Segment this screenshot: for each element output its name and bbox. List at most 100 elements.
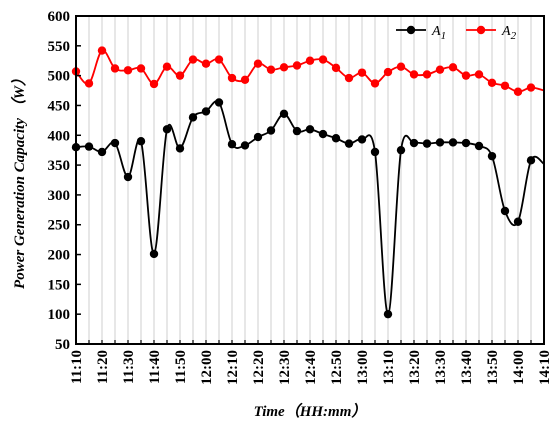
data-point bbox=[149, 249, 159, 259]
data-point bbox=[292, 126, 302, 136]
data-point bbox=[136, 64, 146, 73]
data-point bbox=[422, 70, 432, 79]
x-tick-label: 11:30 bbox=[121, 350, 137, 384]
data-point bbox=[396, 62, 406, 71]
x-tick-label: 14:00 bbox=[511, 350, 527, 385]
x-axis-ticks: 11:10 11:20 11:30 11:40 11:50 12:00 12:10 12:20… bbox=[69, 340, 550, 385]
data-point bbox=[240, 141, 250, 150]
x-tick-label: 13:30 bbox=[433, 350, 449, 385]
data-point bbox=[292, 61, 302, 70]
data-point bbox=[175, 144, 185, 153]
x-tick-label: 14:10 bbox=[537, 350, 550, 385]
y-tick-label: 100 bbox=[48, 307, 71, 323]
legend-label: A1 bbox=[431, 24, 446, 42]
data-point bbox=[227, 73, 237, 83]
x-tick-label: 13:20 bbox=[407, 350, 423, 385]
data-point bbox=[214, 55, 224, 64]
data-point bbox=[227, 140, 237, 149]
data-point bbox=[279, 109, 289, 119]
x-tick-label: 12:10 bbox=[225, 350, 241, 385]
data-point bbox=[344, 73, 354, 83]
x-tick-label: 11:10 bbox=[69, 350, 85, 384]
data-point bbox=[500, 206, 510, 216]
data-point bbox=[383, 309, 393, 319]
legend-marker bbox=[406, 25, 416, 35]
data-point bbox=[396, 145, 406, 155]
data-point bbox=[318, 129, 328, 139]
x-tick-label: 11:40 bbox=[147, 350, 163, 384]
data-point bbox=[331, 63, 341, 73]
data-point bbox=[331, 134, 341, 143]
data-point bbox=[110, 64, 120, 73]
data-point bbox=[357, 68, 367, 77]
data-point bbox=[123, 172, 133, 182]
y-tick-label: 150 bbox=[48, 277, 71, 293]
x-tick-label: 13:00 bbox=[355, 350, 371, 385]
data-point bbox=[513, 87, 523, 96]
data-point bbox=[279, 63, 289, 72]
data-point bbox=[240, 75, 250, 85]
data-point bbox=[357, 135, 367, 144]
x-tick-label: 13:50 bbox=[485, 350, 501, 385]
y-tick-label: 500 bbox=[48, 69, 71, 85]
data-point bbox=[435, 65, 445, 74]
data-point bbox=[461, 138, 471, 148]
data-point bbox=[461, 71, 471, 80]
data-point bbox=[383, 67, 393, 77]
data-point bbox=[136, 137, 146, 146]
data-point bbox=[487, 78, 497, 87]
legend-marker bbox=[476, 25, 486, 35]
y-tick-label: 450 bbox=[48, 98, 71, 114]
data-point bbox=[266, 126, 276, 135]
data-point bbox=[409, 138, 419, 148]
data-point bbox=[201, 107, 211, 116]
series-2 bbox=[71, 46, 545, 96]
data-point bbox=[409, 70, 419, 79]
data-point bbox=[188, 55, 198, 64]
y-tick-label: 350 bbox=[48, 158, 71, 174]
data-point bbox=[97, 46, 107, 55]
y-tick-label: 50 bbox=[55, 337, 70, 353]
x-tick-label: 12:30 bbox=[277, 350, 293, 385]
data-point bbox=[110, 138, 120, 148]
data-point bbox=[513, 217, 523, 226]
series-lines bbox=[71, 46, 545, 319]
data-point bbox=[500, 81, 510, 90]
x-tick-label: 12:00 bbox=[199, 350, 215, 385]
data-point bbox=[84, 142, 94, 151]
y-axis-title: Power Generation Capacity （W） bbox=[10, 71, 28, 289]
data-point bbox=[123, 66, 133, 75]
data-point bbox=[188, 113, 198, 122]
data-point bbox=[305, 125, 315, 134]
y-tick-label: 600 bbox=[48, 9, 71, 25]
y-tick-label: 300 bbox=[48, 188, 71, 204]
data-point bbox=[162, 125, 172, 134]
data-point bbox=[474, 141, 484, 151]
x-tick-label: 11:20 bbox=[95, 350, 111, 384]
series-1 bbox=[71, 98, 545, 319]
x-axis-title: Time（HH:mm） bbox=[254, 402, 367, 420]
data-point bbox=[318, 55, 328, 64]
data-point bbox=[448, 138, 458, 147]
legend-label: A2 bbox=[501, 24, 517, 42]
data-point bbox=[266, 65, 276, 74]
data-point bbox=[370, 147, 380, 157]
y-tick-label: 250 bbox=[48, 218, 71, 234]
x-tick-label: 12:40 bbox=[303, 350, 319, 385]
data-point bbox=[201, 59, 211, 68]
data-point bbox=[253, 132, 263, 142]
data-point bbox=[84, 79, 94, 88]
data-point bbox=[448, 63, 458, 72]
data-point bbox=[149, 79, 159, 89]
data-point bbox=[305, 56, 315, 65]
data-point bbox=[253, 59, 263, 68]
x-tick-label: 12:50 bbox=[329, 350, 345, 385]
y-tick-label: 550 bbox=[48, 39, 71, 55]
y-tick-label: 200 bbox=[48, 248, 71, 264]
x-tick-label: 12:20 bbox=[251, 350, 267, 385]
data-point bbox=[487, 151, 497, 161]
legend: A1 A2 bbox=[396, 24, 517, 42]
x-tick-label: 13:10 bbox=[381, 350, 397, 385]
data-point bbox=[344, 139, 354, 148]
